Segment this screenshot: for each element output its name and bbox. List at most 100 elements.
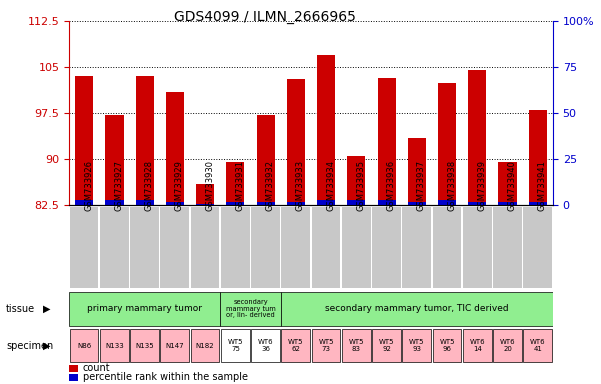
Bar <box>377 78 395 205</box>
FancyBboxPatch shape <box>251 207 280 288</box>
Text: GSM733933: GSM733933 <box>296 159 305 210</box>
FancyBboxPatch shape <box>130 207 159 288</box>
Bar <box>317 55 335 205</box>
Bar <box>257 115 275 205</box>
FancyBboxPatch shape <box>221 329 249 362</box>
Bar <box>438 200 456 205</box>
FancyBboxPatch shape <box>100 207 129 288</box>
Text: GSM733938: GSM733938 <box>447 159 456 210</box>
Bar <box>166 92 184 205</box>
FancyBboxPatch shape <box>493 329 522 362</box>
FancyBboxPatch shape <box>402 329 431 362</box>
Text: N182: N182 <box>196 343 215 349</box>
FancyBboxPatch shape <box>402 207 431 288</box>
Bar <box>257 202 275 205</box>
Bar <box>498 202 517 205</box>
FancyBboxPatch shape <box>191 329 219 362</box>
FancyBboxPatch shape <box>251 329 280 362</box>
Text: N86: N86 <box>77 343 91 349</box>
Text: GSM733939: GSM733939 <box>477 159 486 210</box>
Text: WT6
36: WT6 36 <box>258 339 273 352</box>
Text: GSM733934: GSM733934 <box>326 159 335 210</box>
Bar <box>75 76 93 205</box>
Text: GSM733935: GSM733935 <box>356 159 365 210</box>
Bar <box>69 364 78 372</box>
Bar <box>317 200 335 205</box>
Bar <box>227 162 245 205</box>
FancyBboxPatch shape <box>463 329 492 362</box>
Bar <box>408 138 426 205</box>
Text: GSM733929: GSM733929 <box>175 160 184 210</box>
Text: GSM733926: GSM733926 <box>84 159 93 210</box>
Bar <box>347 200 365 205</box>
FancyBboxPatch shape <box>342 207 371 288</box>
FancyBboxPatch shape <box>100 329 129 362</box>
Text: GSM733932: GSM733932 <box>266 159 275 210</box>
FancyBboxPatch shape <box>312 329 340 362</box>
Text: GSM733930: GSM733930 <box>205 159 214 210</box>
FancyBboxPatch shape <box>281 207 310 288</box>
FancyBboxPatch shape <box>281 329 310 362</box>
Text: N133: N133 <box>105 343 124 349</box>
Text: tissue: tissue <box>6 304 35 314</box>
Text: WT6
41: WT6 41 <box>530 339 546 352</box>
Text: WT6
20: WT6 20 <box>500 339 516 352</box>
Text: GDS4099 / ILMN_2666965: GDS4099 / ILMN_2666965 <box>174 10 355 23</box>
Text: primary mammary tumor: primary mammary tumor <box>87 305 202 313</box>
FancyBboxPatch shape <box>523 207 552 288</box>
Bar <box>75 200 93 205</box>
Text: WT5
62: WT5 62 <box>288 339 304 352</box>
FancyBboxPatch shape <box>160 329 189 362</box>
Text: GSM733931: GSM733931 <box>236 159 245 210</box>
FancyBboxPatch shape <box>433 329 462 362</box>
FancyBboxPatch shape <box>130 329 159 362</box>
FancyBboxPatch shape <box>160 207 189 288</box>
Bar <box>529 110 547 205</box>
Bar <box>529 202 547 205</box>
Bar <box>377 200 395 205</box>
FancyBboxPatch shape <box>372 207 401 288</box>
Bar <box>347 156 365 205</box>
FancyBboxPatch shape <box>70 329 99 362</box>
Bar <box>69 374 78 381</box>
Text: GSM733927: GSM733927 <box>114 159 123 210</box>
Text: WT5
96: WT5 96 <box>439 339 455 352</box>
Bar <box>136 76 154 205</box>
Text: secondary mammary tumor, TIC derived: secondary mammary tumor, TIC derived <box>325 305 508 313</box>
FancyBboxPatch shape <box>523 329 552 362</box>
FancyBboxPatch shape <box>342 329 371 362</box>
Text: count: count <box>83 363 111 373</box>
Text: N147: N147 <box>166 343 185 349</box>
Bar <box>408 202 426 205</box>
Text: GSM733937: GSM733937 <box>417 159 426 210</box>
Bar <box>498 162 517 205</box>
Text: WT5
93: WT5 93 <box>409 339 424 352</box>
Text: specimen: specimen <box>6 341 53 351</box>
Text: WT5
75: WT5 75 <box>228 339 243 352</box>
Text: GSM733928: GSM733928 <box>145 159 154 210</box>
FancyBboxPatch shape <box>69 292 221 326</box>
FancyBboxPatch shape <box>281 292 553 326</box>
FancyBboxPatch shape <box>372 329 401 362</box>
Text: GSM733936: GSM733936 <box>386 159 395 210</box>
FancyBboxPatch shape <box>433 207 462 288</box>
Bar <box>196 184 215 205</box>
Bar <box>105 200 124 205</box>
Bar <box>227 202 245 205</box>
FancyBboxPatch shape <box>191 207 219 288</box>
Text: GSM733941: GSM733941 <box>538 160 547 210</box>
Bar <box>196 204 215 205</box>
FancyBboxPatch shape <box>312 207 340 288</box>
Bar <box>166 202 184 205</box>
Text: GSM733940: GSM733940 <box>508 160 517 210</box>
Text: WT5
92: WT5 92 <box>379 339 394 352</box>
Bar <box>468 70 486 205</box>
Bar <box>287 79 305 205</box>
Text: secondary
mammary tum
or, lin- derived: secondary mammary tum or, lin- derived <box>225 300 275 318</box>
FancyBboxPatch shape <box>493 207 522 288</box>
Text: ▶: ▶ <box>43 341 50 351</box>
Bar <box>105 115 124 205</box>
Bar <box>287 202 305 205</box>
Bar <box>438 83 456 205</box>
Text: WT5
83: WT5 83 <box>349 339 364 352</box>
